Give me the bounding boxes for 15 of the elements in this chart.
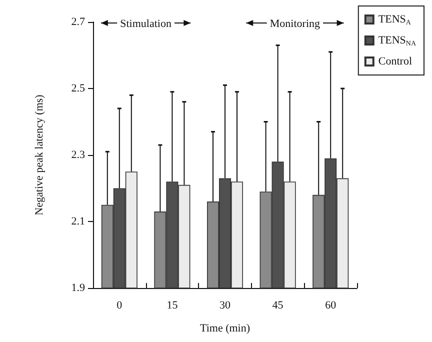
y-tick-label: 2.1 [71, 216, 85, 228]
y-axis-title: Negative peak latency (ms) [34, 94, 46, 216]
annotation: Stimulation [120, 18, 172, 30]
x-tick-label: 0 [116, 300, 123, 312]
y-tick-label: 2.3 [71, 149, 86, 161]
x-tick-label: 45 [272, 300, 284, 312]
y-tick-label: 2.5 [71, 82, 86, 94]
legend-label: Control [378, 56, 412, 68]
annotation: Monitoring [270, 18, 321, 30]
x-tick-label: 15 [166, 300, 178, 312]
x-tick-label: 30 [220, 300, 231, 312]
x-tick-label: 60 [325, 300, 337, 312]
y-tick-label: 1.9 [71, 282, 86, 294]
x-axis-title: Time (min) [200, 322, 250, 334]
y-tick-label: 2.7 [71, 16, 86, 28]
